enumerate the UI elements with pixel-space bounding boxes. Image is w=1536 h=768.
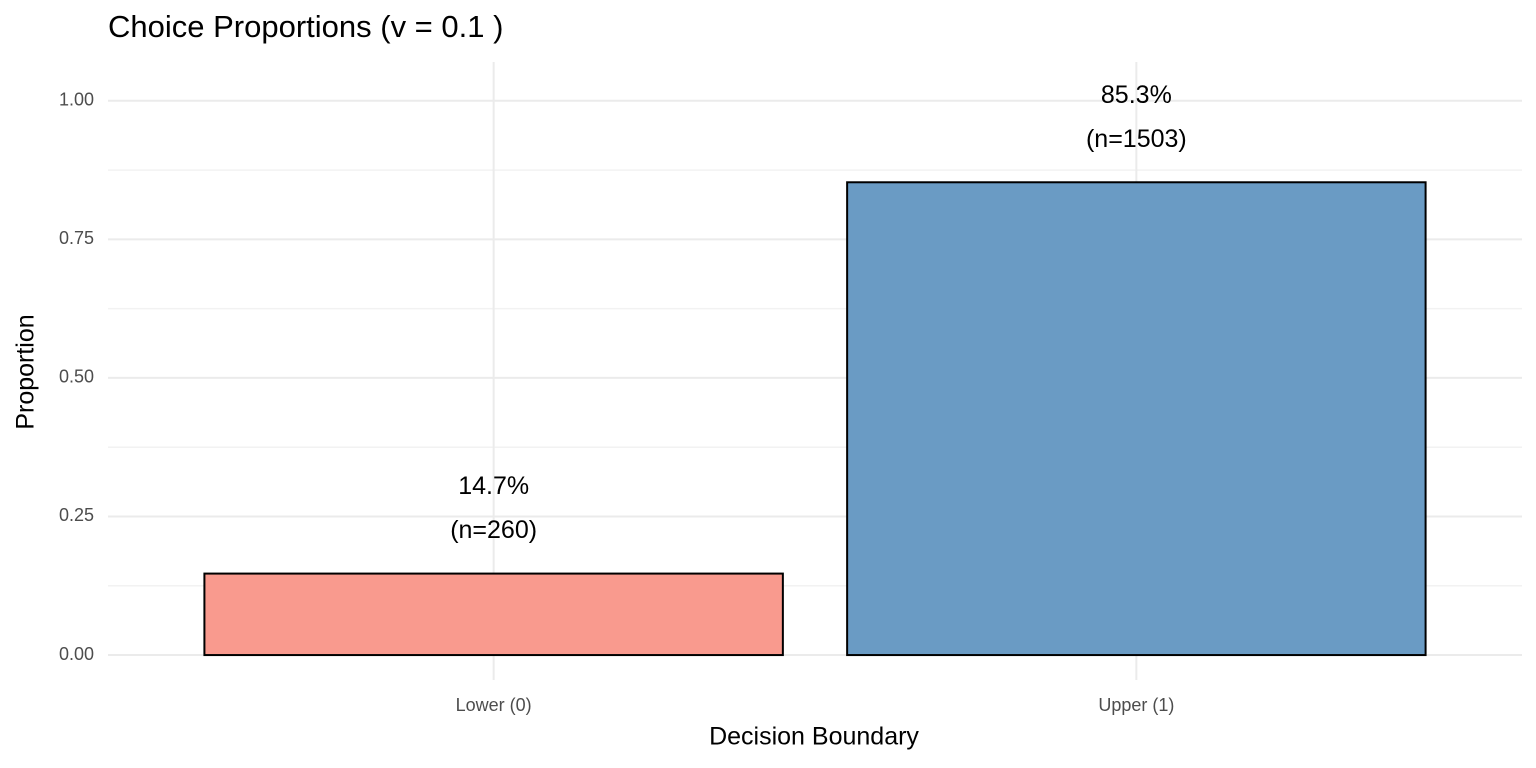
x-tick-label: Lower (0) [456,695,532,715]
bar [203,572,784,657]
bar [846,181,1427,657]
x-tick-label: Upper (1) [1098,695,1174,715]
y-axis-label: Proportion [12,314,40,429]
y-tick-label: 0.50 [59,367,94,387]
y-tick-label: 1.00 [59,90,94,110]
y-tick-label: 0.25 [59,505,94,525]
count-label: (n=1503) [1086,125,1187,153]
y-tick-label: 0.75 [59,228,94,248]
x-axis-label: Decision Boundary [709,723,919,751]
y-tick-label: 0.00 [59,644,94,664]
count-label: (n=260) [450,516,537,544]
chart-title: Choice Proportions (v = 0.1 ) [108,9,503,44]
value-label: 85.3% [1101,81,1172,109]
value-label: 14.7% [458,472,529,500]
